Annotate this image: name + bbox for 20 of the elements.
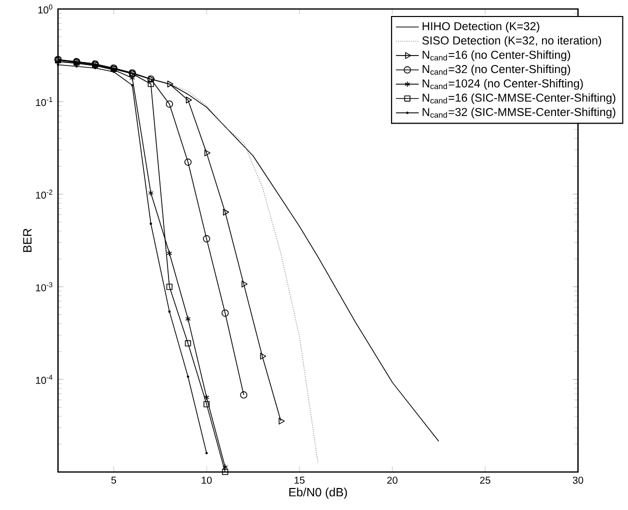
legend-label: N$_{cand}$=1024 (no Center-Shifting) xyxy=(422,79,583,90)
x-tick-label: 30 xyxy=(572,476,584,484)
legend-label: N$_{cand}$=16 (no Center-Shifting) xyxy=(422,50,570,62)
x-tick-label: 5 xyxy=(111,476,116,484)
y-axis-title: BER xyxy=(23,228,32,252)
legend-label: N$_{cand}$=32 (no Center-Shifting) xyxy=(422,64,570,76)
legend-label: N$_{cand}$=16 (SIC-MMSE-Center-Shifting) xyxy=(422,93,616,104)
y-tick-label: 10$^{0}$ xyxy=(38,4,52,14)
x-tick-label: 15 xyxy=(294,476,305,484)
y-tick-label: 10$^{-1}$ xyxy=(36,97,52,106)
x-axis-title: Eb/N0 (dB) xyxy=(289,488,347,499)
legend-label: HIHO Detection (K=32) xyxy=(422,22,540,32)
x-tick-label: 25 xyxy=(480,476,490,484)
x-tick-label: 20 xyxy=(387,476,398,484)
legend-label: SISO Detection (K=32, no iteration) xyxy=(422,36,602,47)
y-tick-label: 10$^{-2}$ xyxy=(36,190,52,199)
x-tick-label: 10 xyxy=(202,476,212,484)
y-tick-label: 10$^{-4}$ xyxy=(36,374,52,384)
legend-label: N$_{cand}$=32 (SIC-MMSE-Center-Shifting) xyxy=(422,108,616,118)
y-tick-label: 10$^{-3}$ xyxy=(36,282,52,292)
